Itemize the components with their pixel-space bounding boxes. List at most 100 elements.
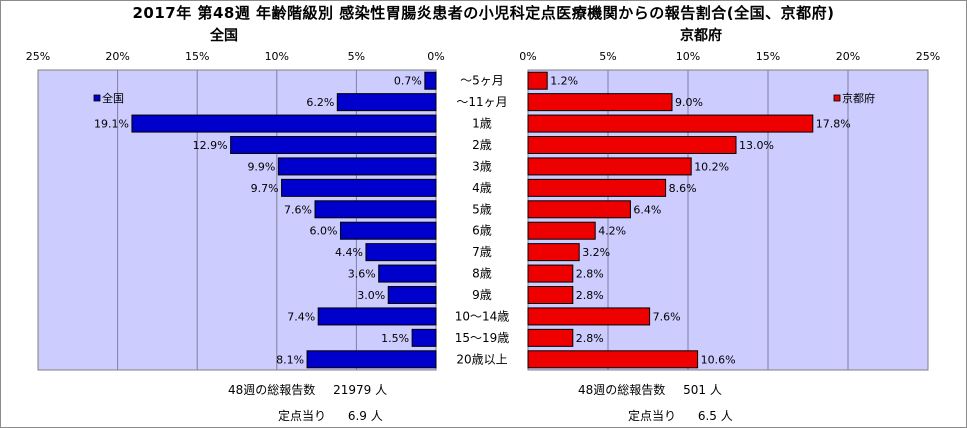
kyoto-legend-label: 京都府 <box>842 91 875 105</box>
kyoto-per-label: 定点当り <box>628 409 677 423</box>
national-value-label: 19.1% <box>94 118 129 131</box>
kyoto-legend-swatch <box>833 94 841 102</box>
kyoto-value-label: 9.0% <box>675 96 703 109</box>
national-value-label: 6.2% <box>306 96 334 109</box>
national-per-row: 定点当り 6.9 人 <box>278 407 383 424</box>
kyoto-tick-label: 20% <box>836 50 860 63</box>
age-category-label: 2歳 <box>472 138 492 152</box>
national-value-label: 6.0% <box>310 225 338 238</box>
kyoto-total-label: 48週の総報告数 <box>578 383 666 397</box>
national-value-label: 7.4% <box>287 310 315 323</box>
national-bar <box>378 264 437 283</box>
kyoto-bar <box>527 307 651 326</box>
national-value-label: 9.9% <box>247 160 275 173</box>
national-bar <box>424 71 437 90</box>
national-panel: 25% 20% 15% 10% 5% 0% 0.7% 6.2% 19.1% 12.9% 9.9% 9.… <box>26 50 445 371</box>
national-value-label: 4.4% <box>335 246 363 259</box>
kyoto-value-label: 1.2% <box>550 75 578 88</box>
age-category-label: 15～19歳 <box>455 331 510 345</box>
kyoto-value-label: 7.6% <box>653 310 681 323</box>
kyoto-tick-label: 10% <box>676 50 700 63</box>
age-category-label: 5歳 <box>472 202 492 216</box>
national-bar <box>230 136 437 154</box>
national-tick-label: 20% <box>105 50 129 63</box>
kyoto-value-label: 13.0% <box>739 139 774 152</box>
national-value-label: 9.7% <box>251 182 279 195</box>
national-bar <box>314 200 437 219</box>
national-bar <box>317 307 437 326</box>
national-total-row: 48週の総報告数 21979 人 <box>228 381 387 398</box>
kyoto-value-label: 6.4% <box>633 203 661 216</box>
kyoto-total-value: 501 人 <box>683 383 722 397</box>
kyoto-bar <box>527 136 737 154</box>
age-category-label: 3歳 <box>472 159 492 173</box>
national-tick-label: 25% <box>26 50 50 63</box>
national-bar <box>306 350 437 369</box>
age-category-label: ～11ヶ月 <box>456 95 507 109</box>
age-category-label: 10～14歳 <box>455 309 510 323</box>
kyoto-panel: 0% 5% 10% 15% 20% 25% 1.2% 9.0% 17.8% 13.0% 10.2% 8… <box>519 50 940 371</box>
kyoto-panel-title: 京都府 <box>680 28 722 44</box>
national-bar <box>365 243 437 262</box>
age-category-label: 8歳 <box>472 267 492 281</box>
national-tick-label: 10% <box>265 50 289 63</box>
kyoto-bar <box>527 264 574 283</box>
national-tick-label: 5% <box>348 50 365 63</box>
national-total-label: 48週の総報告数 <box>228 383 316 397</box>
kyoto-value-label: 10.6% <box>701 353 736 366</box>
chart-title: 2017年 第48週 年齢階級別 感染性胃腸炎患者の小児科定点医療機関からの報告… <box>132 4 835 22</box>
national-bar <box>339 221 437 240</box>
national-legend-swatch <box>93 94 101 102</box>
kyoto-bar <box>527 286 574 304</box>
kyoto-value-label: 17.8% <box>816 118 851 131</box>
national-tick-label: 15% <box>185 50 209 63</box>
kyoto-bar <box>527 243 580 262</box>
national-value-label: 1.5% <box>381 332 409 345</box>
kyoto-value-label: 2.8% <box>576 268 604 281</box>
kyoto-total-row: 48週の総報告数 501 人 <box>578 381 722 398</box>
national-per-value: 6.9 人 <box>347 409 383 423</box>
kyoto-bar <box>527 350 699 369</box>
national-total-value: 21979 人 <box>333 383 388 397</box>
age-category-label: ～5ヶ月 <box>460 74 504 88</box>
national-bar <box>277 157 437 176</box>
age-category-label: 4歳 <box>472 181 492 195</box>
national-value-label: 3.0% <box>357 289 385 302</box>
national-bar <box>336 93 437 112</box>
national-value-label: 12.9% <box>193 139 228 152</box>
kyoto-bar <box>527 200 631 219</box>
age-category-label: 1歳 <box>472 117 492 131</box>
national-tick-label: 0% <box>427 50 444 63</box>
kyoto-value-label: 2.8% <box>576 332 604 345</box>
kyoto-value-label: 4.2% <box>598 225 626 238</box>
national-per-label: 定点当り <box>278 409 327 423</box>
kyoto-value-label: 3.2% <box>582 246 610 259</box>
kyoto-bar <box>527 221 596 240</box>
kyoto-bar <box>527 93 673 112</box>
kyoto-tick-label: 25% <box>916 50 940 63</box>
national-bar <box>281 178 437 197</box>
age-category-label: 6歳 <box>472 224 492 238</box>
national-value-label: 8.1% <box>276 353 304 366</box>
age-category-label: 7歳 <box>472 245 492 259</box>
age-category-label: 9歳 <box>472 288 492 302</box>
kyoto-bar <box>527 328 574 347</box>
national-legend-label: 全国 <box>102 91 124 105</box>
national-bar <box>131 114 437 133</box>
national-bar <box>411 328 437 347</box>
kyoto-value-label: 10.2% <box>694 160 729 173</box>
age-category-label: 20歳以上 <box>456 352 507 366</box>
kyoto-tick-label: 5% <box>599 50 616 63</box>
national-value-label: 3.6% <box>348 268 376 281</box>
age-category-labels: ～5ヶ月 ～11ヶ月 1歳 2歳 3歳 4歳 5歳 6歳 7歳 8歳 9歳 10～14歳 15～19歳 2… <box>455 74 510 367</box>
national-panel-title: 全国 <box>210 28 238 44</box>
kyoto-bar <box>527 114 814 133</box>
kyoto-tick-label: 0% <box>519 50 536 63</box>
kyoto-value-label: 2.8% <box>576 289 604 302</box>
kyoto-per-row: 定点当り 6.5 人 <box>628 407 733 424</box>
kyoto-bar <box>527 157 692 176</box>
national-value-label: 7.6% <box>284 203 312 216</box>
kyoto-tick-label: 15% <box>756 50 780 63</box>
kyoto-bar <box>527 178 667 197</box>
